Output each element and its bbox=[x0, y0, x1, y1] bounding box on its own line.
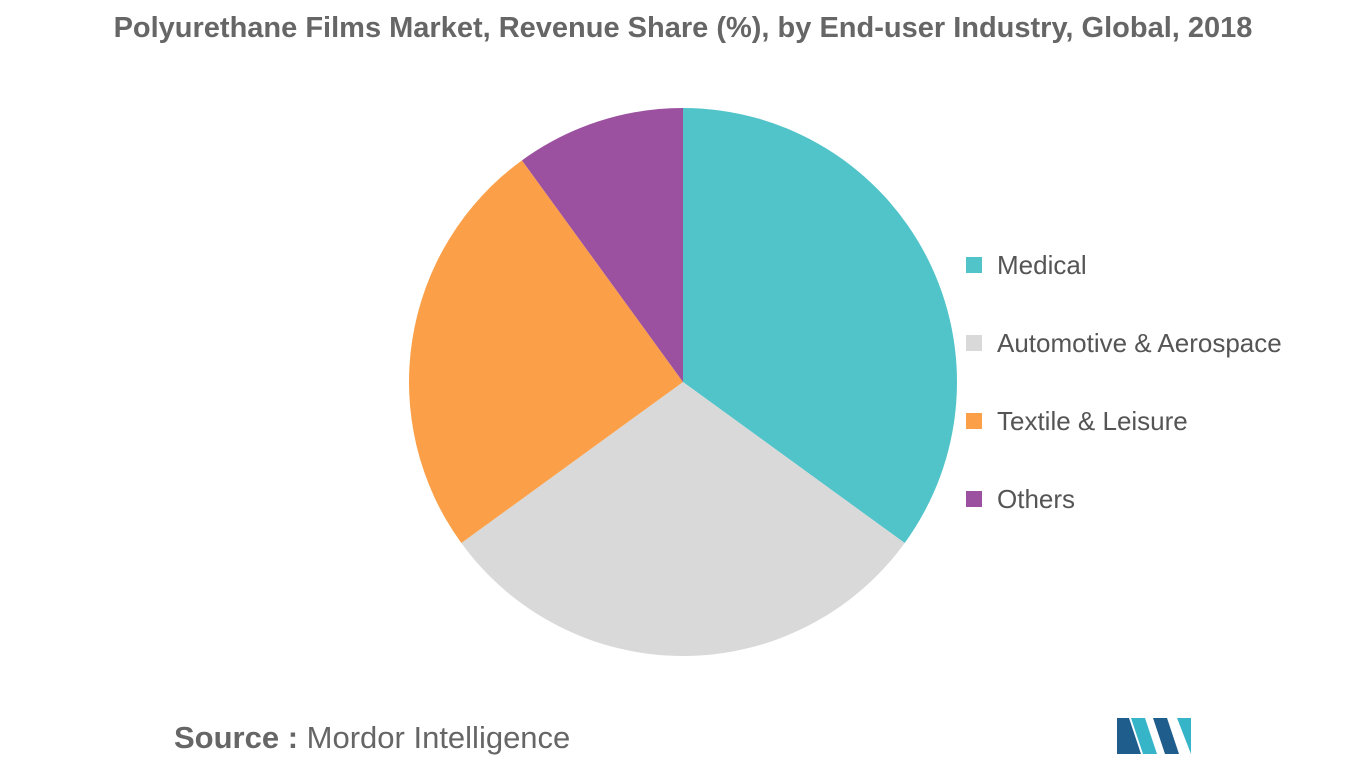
legend-item-others: Others bbox=[966, 482, 1282, 560]
logo-shape-right bbox=[1153, 718, 1179, 754]
logo-shape-left bbox=[1117, 718, 1141, 754]
pie-slice-automotive-aerospace bbox=[461, 382, 905, 656]
pie-slice-medical bbox=[683, 108, 957, 544]
legend-item-automotive-aerospace: Automotive & Aerospace bbox=[966, 326, 1282, 404]
legend-swatch-others bbox=[966, 491, 982, 507]
legend: Medical Automotive & Aerospace Textile &… bbox=[966, 248, 1282, 560]
legend-swatch-medical bbox=[966, 257, 982, 273]
source-note: Source : Mordor Intelligence bbox=[174, 720, 570, 756]
legend-label-others: Others bbox=[997, 484, 1076, 514]
mordor-intelligence-logo-icon bbox=[1117, 718, 1191, 754]
source-value: Mordor Intelligence bbox=[306, 720, 571, 755]
source-label: Source : bbox=[174, 720, 299, 755]
legend-item-textile-leisure: Textile & Leisure bbox=[966, 404, 1282, 482]
legend-item-medical: Medical bbox=[966, 248, 1282, 326]
chart-title: Polyurethane Films Market, Revenue Share… bbox=[113, 12, 1253, 44]
logo-shape-end bbox=[1177, 718, 1191, 754]
logo-shape-mid bbox=[1131, 718, 1157, 754]
legend-label-textile-leisure: Textile & Leisure bbox=[997, 406, 1188, 436]
legend-swatch-automotive-aerospace bbox=[966, 335, 982, 351]
legend-swatch-textile-leisure bbox=[966, 413, 982, 429]
pie-slice-textile-leisure bbox=[409, 160, 683, 544]
legend-label-automotive-aerospace: Automotive & Aerospace bbox=[997, 328, 1282, 358]
legend-label-medical: Medical bbox=[997, 250, 1087, 280]
pie-slice-others bbox=[521, 108, 683, 382]
